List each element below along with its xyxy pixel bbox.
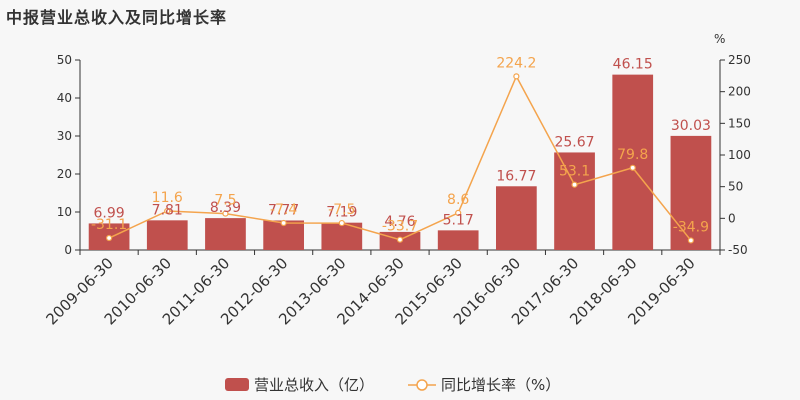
bar-value-label: 46.15 xyxy=(613,57,653,73)
bar-value-label: 6.99 xyxy=(94,205,125,221)
y-left-tick-label: 0 xyxy=(64,243,72,257)
y-left-tick-label: 30 xyxy=(57,129,72,143)
bar-value-label: 25.67 xyxy=(554,134,594,150)
legend-swatch-revenue xyxy=(225,378,249,391)
growth-point[interactable] xyxy=(396,236,404,243)
y-left-tick-label: 40 xyxy=(57,91,72,105)
data-labels: 6.99 7.81 8.39 7.77 7.19 4.76 5.17 16.77 25.67 46… xyxy=(91,55,711,235)
y-right-unit-label: % xyxy=(714,32,725,46)
y-right-tick-label: 150 xyxy=(728,116,751,130)
revenue-bar[interactable] xyxy=(670,135,712,250)
y-right-tick-label: 200 xyxy=(728,85,751,99)
y-right-tick-label: 250 xyxy=(728,53,751,67)
growth-value-label: 11.6 xyxy=(152,190,183,206)
y-left-axis: 0 10 20 30 40 50 xyxy=(57,53,81,257)
y-left-tick-label: 20 xyxy=(57,167,72,181)
revenue-bar[interactable] xyxy=(496,186,537,250)
growth-value-label: 53.1 xyxy=(559,164,590,180)
bar-value-label: 7.77 xyxy=(268,202,299,218)
bar-value-label: 16.77 xyxy=(496,168,536,184)
revenue-bar[interactable] xyxy=(146,220,188,250)
y-right-tick-label: 50 xyxy=(728,180,743,194)
revenue-bar[interactable] xyxy=(205,218,246,250)
growth-point[interactable] xyxy=(513,73,520,80)
bar-value-label: 5.17 xyxy=(443,212,474,228)
growth-value-label: 224.2 xyxy=(496,55,536,71)
revenue-bar[interactable] xyxy=(437,230,479,250)
bar-value-label: 30.03 xyxy=(671,118,711,134)
legend[interactable]: 营业总收入（亿） 同比增长率（%） xyxy=(225,376,560,394)
legend-label-revenue[interactable]: 营业总收入（亿） xyxy=(254,376,374,394)
growth-point[interactable] xyxy=(164,207,171,215)
growth-point[interactable] xyxy=(280,219,287,227)
bar-value-label: 7.81 xyxy=(152,202,183,218)
growth-point[interactable] xyxy=(338,219,345,227)
growth-value-label: -7.4 xyxy=(270,202,297,218)
legend-marker-growth xyxy=(416,379,428,391)
growth-point[interactable] xyxy=(629,164,636,171)
y-right-axis: -50 0 50 100 150 200 250% xyxy=(714,32,751,257)
growth-value-label: -31.1 xyxy=(91,217,127,233)
revenue-bar[interactable] xyxy=(554,152,595,250)
bar-value-label: 4.76 xyxy=(384,214,415,230)
y-left-tick-label: 50 xyxy=(57,53,72,67)
y-right-tick-label: -50 xyxy=(728,243,748,257)
y-right-tick-label: 0 xyxy=(728,211,736,225)
line-series xyxy=(105,73,695,244)
growth-value-label: 8.6 xyxy=(447,192,469,208)
growth-value-label: 7.5 xyxy=(214,193,236,209)
x-axis: 2009-06-302010-06-302011-06-302012-06-30… xyxy=(43,249,721,328)
bar-series xyxy=(88,74,712,250)
growth-value-label: -7.5 xyxy=(328,202,355,218)
growth-value-label: -34.9 xyxy=(673,219,709,235)
growth-point[interactable] xyxy=(455,209,462,216)
revenue-bar[interactable] xyxy=(612,74,654,250)
legend-label-growth[interactable]: 同比增长率（%） xyxy=(441,376,560,394)
growth-point[interactable] xyxy=(105,234,113,242)
growth-point[interactable] xyxy=(687,237,695,244)
chart-title: 中报营业总收入及同比增长率 xyxy=(6,8,228,27)
y-left-tick-label: 10 xyxy=(57,205,72,219)
growth-value-label: -33.7 xyxy=(382,219,418,235)
bar-value-label: 7.19 xyxy=(326,205,357,221)
bar-value-label: 8.39 xyxy=(210,200,241,216)
growth-point[interactable] xyxy=(222,210,229,217)
growth-point[interactable] xyxy=(571,181,578,188)
growth-value-label: 79.8 xyxy=(617,147,648,163)
y-right-tick-label: 100 xyxy=(728,148,751,162)
